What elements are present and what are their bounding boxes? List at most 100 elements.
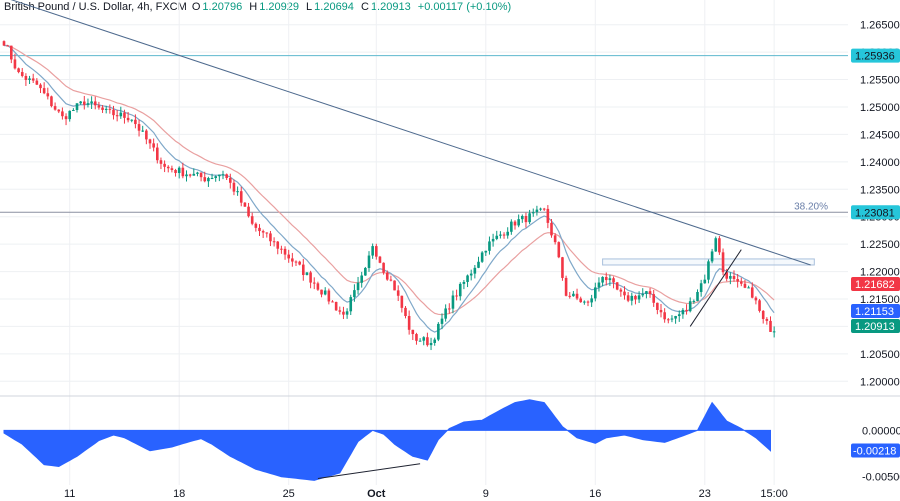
candle xyxy=(75,103,79,113)
candle xyxy=(239,186,243,207)
candle-body xyxy=(637,295,641,300)
candle-body xyxy=(462,281,466,284)
candle xyxy=(258,224,261,236)
candle xyxy=(564,275,568,297)
candle-body xyxy=(729,276,732,279)
candle-body xyxy=(681,309,685,315)
candle xyxy=(50,95,53,108)
candle-body xyxy=(579,298,582,303)
candle-body xyxy=(50,96,53,107)
time-tick-label: 11 xyxy=(64,488,75,500)
close-price-badge: 1.20913 xyxy=(851,319,900,333)
candle-body xyxy=(663,312,666,320)
candle xyxy=(291,252,294,267)
candle xyxy=(294,260,298,267)
candle xyxy=(594,282,597,302)
candle xyxy=(429,337,433,351)
candle xyxy=(39,83,42,93)
candle-body xyxy=(740,281,743,284)
candle xyxy=(772,326,776,338)
candle xyxy=(6,44,9,47)
candle-body xyxy=(586,301,590,303)
candle-body xyxy=(407,315,411,330)
candle xyxy=(375,243,378,260)
candle xyxy=(302,258,305,281)
candle xyxy=(488,236,491,255)
candle-body xyxy=(667,319,670,321)
candle xyxy=(298,260,301,266)
candle-body xyxy=(236,191,239,193)
candle xyxy=(458,282,462,301)
candle xyxy=(137,119,141,137)
candle xyxy=(502,232,506,239)
candle-body xyxy=(218,174,221,177)
candle-body xyxy=(83,101,86,105)
candle xyxy=(667,317,670,324)
price-tick-label: 1.21500 xyxy=(860,294,900,306)
candle-body xyxy=(630,295,634,301)
candle xyxy=(579,296,582,303)
time-tick-label: 9 xyxy=(483,488,489,500)
candle xyxy=(608,274,612,286)
candle-body xyxy=(305,272,309,275)
candle xyxy=(72,108,75,112)
candle xyxy=(433,337,436,346)
candle-body xyxy=(145,130,148,140)
candle-body xyxy=(130,119,134,121)
candle-body xyxy=(568,295,572,297)
candle-body xyxy=(126,117,130,121)
candle xyxy=(192,168,196,176)
candle xyxy=(747,285,750,289)
candle-body xyxy=(356,282,360,291)
candle-body xyxy=(247,206,250,217)
badge-background xyxy=(851,277,900,291)
candle-body xyxy=(524,215,528,223)
candle-body xyxy=(758,300,761,311)
candle xyxy=(24,73,28,86)
candle xyxy=(674,315,677,324)
candle-body xyxy=(513,221,517,226)
badge-background xyxy=(851,319,900,333)
oscillator-area xyxy=(3,399,771,481)
candle xyxy=(101,105,104,113)
candle-body xyxy=(72,110,75,112)
oscillator-tick-label: -0.00500 xyxy=(862,472,900,484)
candle xyxy=(323,287,327,296)
oscillator-tick-label: 0.00000 xyxy=(862,425,900,437)
candle xyxy=(163,160,166,173)
candle xyxy=(495,230,499,241)
badge-label: 1.25936 xyxy=(855,51,895,63)
candle xyxy=(561,256,564,281)
candle-body xyxy=(400,295,404,308)
candle xyxy=(79,100,82,105)
candle-body xyxy=(404,307,407,316)
candle xyxy=(615,282,619,291)
candle-body xyxy=(166,166,170,169)
high-label: H xyxy=(249,1,258,13)
open-value: 1.20796 xyxy=(202,1,243,13)
candle-body xyxy=(542,208,546,210)
candle-body xyxy=(572,293,575,297)
candle-body xyxy=(561,257,564,278)
badge-label: 1.21153 xyxy=(855,306,894,318)
candle-body xyxy=(174,170,177,174)
candle-body xyxy=(531,212,535,214)
price-tick-label: 1.23500 xyxy=(860,184,900,196)
badge-label: -0.00218 xyxy=(853,446,896,458)
candle xyxy=(659,304,663,318)
candle-body xyxy=(699,283,703,292)
candle-body xyxy=(396,290,400,296)
candle xyxy=(553,233,557,245)
candle-body xyxy=(53,106,57,110)
candle-body xyxy=(415,334,418,341)
price-tick-label: 1.25500 xyxy=(860,75,900,87)
candle xyxy=(31,73,35,83)
candle xyxy=(188,173,192,178)
candle xyxy=(28,75,31,85)
price-tick-label: 1.25000 xyxy=(860,102,900,114)
time-tick-label: 15:00 xyxy=(760,488,788,500)
candle-body xyxy=(437,323,440,340)
candle xyxy=(247,202,250,218)
time-tick-label: 25 xyxy=(283,488,295,500)
